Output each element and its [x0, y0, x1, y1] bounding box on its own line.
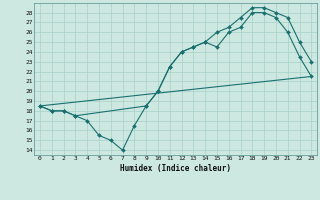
X-axis label: Humidex (Indice chaleur): Humidex (Indice chaleur): [120, 164, 231, 173]
